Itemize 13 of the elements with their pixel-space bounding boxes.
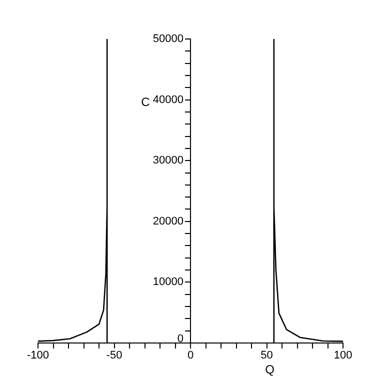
y-tick-label: 0	[177, 333, 184, 346]
x-tick-label: -50	[106, 350, 122, 362]
x-tick-label: 50	[260, 350, 273, 362]
y-tick-label: 50000	[152, 33, 184, 46]
x-axis-title: Q	[265, 362, 274, 376]
x-tick-label: 100	[334, 350, 352, 362]
x-tick-label: -100	[26, 350, 50, 362]
x-tick-label: 0	[187, 350, 194, 362]
y-axis-title: C	[141, 95, 150, 110]
y-tick-label: 30000	[152, 154, 184, 167]
y-tick-label: 20000	[152, 215, 184, 228]
y-tick-label: 10000	[152, 276, 184, 288]
y-tick-label: 40000	[152, 94, 184, 106]
